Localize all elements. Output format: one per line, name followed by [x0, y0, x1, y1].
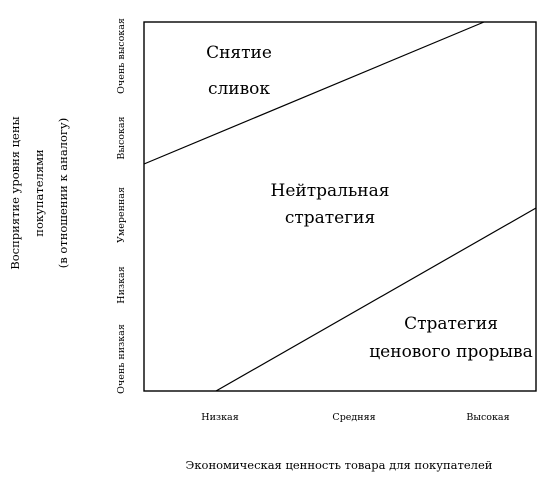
y-tick-moderate: Умеренная [116, 187, 127, 243]
x-tick-medium: Средняя [332, 412, 375, 423]
x-axis-title: Экономическая ценность товара для покупа… [186, 458, 493, 472]
region-skimming-line2: сливок [208, 79, 270, 99]
region-neutral-line2: стратегия [285, 208, 375, 228]
y-axis-title-line2: покупателями [32, 149, 46, 237]
y-tick-high: Высокая [116, 116, 127, 159]
y-axis-title-line3: (в отношении к аналогу) [56, 118, 70, 268]
x-tick-low: Низкая [201, 412, 238, 423]
region-penetration-line1: Стратегия [404, 314, 498, 334]
y-tick-very-low: Очень низкая [116, 324, 127, 394]
region-neutral-line1: Нейтральная [271, 181, 390, 201]
skimming-boundary-line [143, 21, 485, 165]
region-penetration-line2: ценового прорыва [369, 342, 532, 362]
y-tick-low: Низкая [116, 266, 127, 303]
region-skimming-line1: Снятие [206, 43, 272, 63]
y-axis-title-line1: Восприятие уровня цены [8, 116, 22, 269]
y-tick-very-high: Очень высокая [116, 18, 127, 94]
x-tick-high: Высокая [466, 412, 509, 423]
penetration-boundary-line [215, 207, 537, 392]
plot-frame [143, 21, 537, 392]
